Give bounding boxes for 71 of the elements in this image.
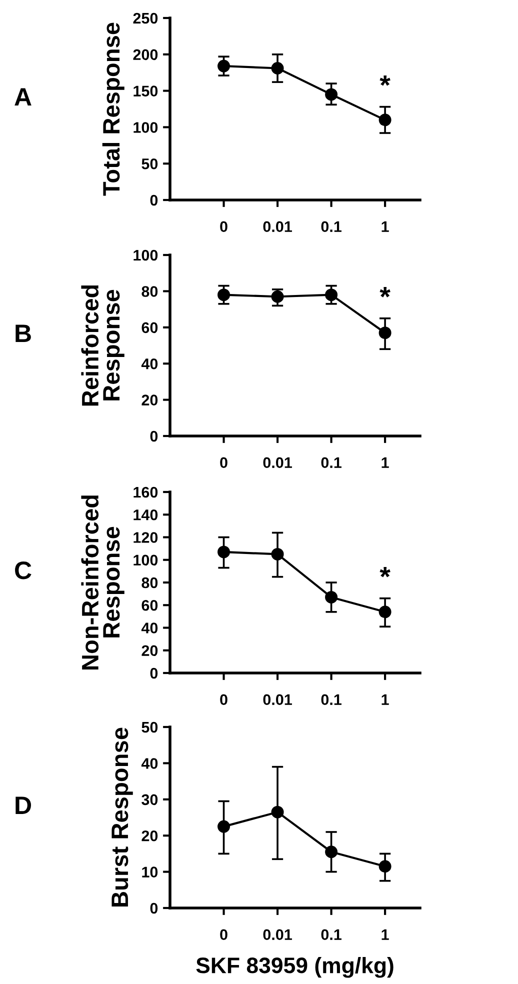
y-tick-label: 100 <box>134 250 158 261</box>
point <box>325 590 338 604</box>
point <box>271 806 284 818</box>
annotation: * <box>380 566 390 578</box>
point <box>218 288 230 302</box>
y-axis-title: Total Response <box>102 22 124 196</box>
y-tick-label: 20 <box>142 830 158 842</box>
x-tick-label: 0.01 <box>263 457 292 468</box>
y-axis-title: Non-Reinforced Response <box>81 496 124 670</box>
y-tick-label: 40 <box>141 758 158 769</box>
y-tick-label: 50 <box>142 722 158 733</box>
point <box>218 820 230 833</box>
y-axis-title: Burst Response <box>112 728 133 906</box>
point <box>378 114 392 126</box>
y-axis-title: Reinforced Response <box>81 285 124 406</box>
text: C <box>15 562 32 580</box>
y-tick-label: 20 <box>142 394 158 406</box>
y-tick-label: 150 <box>134 86 158 96</box>
annotation: * <box>380 286 390 298</box>
text: B <box>16 324 31 342</box>
y-tick-label: 250 <box>133 12 158 24</box>
x-tick-label: 0.1 <box>321 694 342 706</box>
y-tick-label: 100 <box>134 554 158 566</box>
x-tick-label: 0.01 <box>263 694 292 706</box>
point <box>271 290 284 303</box>
y-tick-label: 0 <box>150 902 158 914</box>
y-tick-label: 10 <box>142 866 158 878</box>
y-tick-label: 0 <box>150 668 158 679</box>
y-tick-label: 120 <box>134 532 158 543</box>
point <box>325 288 338 302</box>
y-tick-label: 60 <box>142 600 158 611</box>
point <box>378 326 392 340</box>
point <box>378 860 392 873</box>
y-tick-label: 40 <box>141 358 158 370</box>
point <box>271 62 284 74</box>
text: D <box>16 796 32 814</box>
x-tick-label: 1 <box>382 929 389 940</box>
x-tick-label: 0 <box>220 694 228 706</box>
y-tick-label: 40 <box>141 622 158 634</box>
text: A <box>14 88 32 106</box>
point <box>218 546 230 558</box>
y-tick-label: 20 <box>142 645 158 656</box>
x-tick-label: 1 <box>382 221 389 232</box>
x-tick-label: 0 <box>220 221 228 232</box>
y-tick-label: 80 <box>142 286 158 297</box>
y-tick-label: 0 <box>150 194 158 206</box>
x-axis-title: SKF 83959 (mg/kg) <box>196 956 394 978</box>
x-tick-label: 0.1 <box>321 929 342 940</box>
point <box>325 88 338 101</box>
x-tick-label: 0.1 <box>321 457 342 468</box>
y-tick-label: 80 <box>142 577 158 588</box>
y-tick-label: 140 <box>134 509 158 520</box>
y-tick-label: 0 <box>150 430 158 442</box>
x-tick-label: 0 <box>220 929 228 940</box>
y-tick-label: 30 <box>142 794 158 806</box>
x-tick-label: 1 <box>382 457 389 468</box>
point <box>271 548 284 560</box>
point <box>325 846 338 858</box>
x-tick-label: 0.01 <box>263 221 292 232</box>
y-tick-label: 200 <box>133 49 158 60</box>
point <box>378 606 392 618</box>
y-tick-label: 100 <box>134 122 158 133</box>
x-tick-label: 1 <box>382 694 389 705</box>
x-tick-label: 0.1 <box>321 221 342 232</box>
y-tick-label: 60 <box>142 322 158 334</box>
y-tick-label: 160 <box>134 486 158 498</box>
y-tick-label: 50 <box>142 158 158 170</box>
point <box>218 60 230 72</box>
annotation: * <box>380 75 390 86</box>
x-tick-label: 0 <box>220 457 228 468</box>
x-tick-label: 0.01 <box>263 929 292 940</box>
